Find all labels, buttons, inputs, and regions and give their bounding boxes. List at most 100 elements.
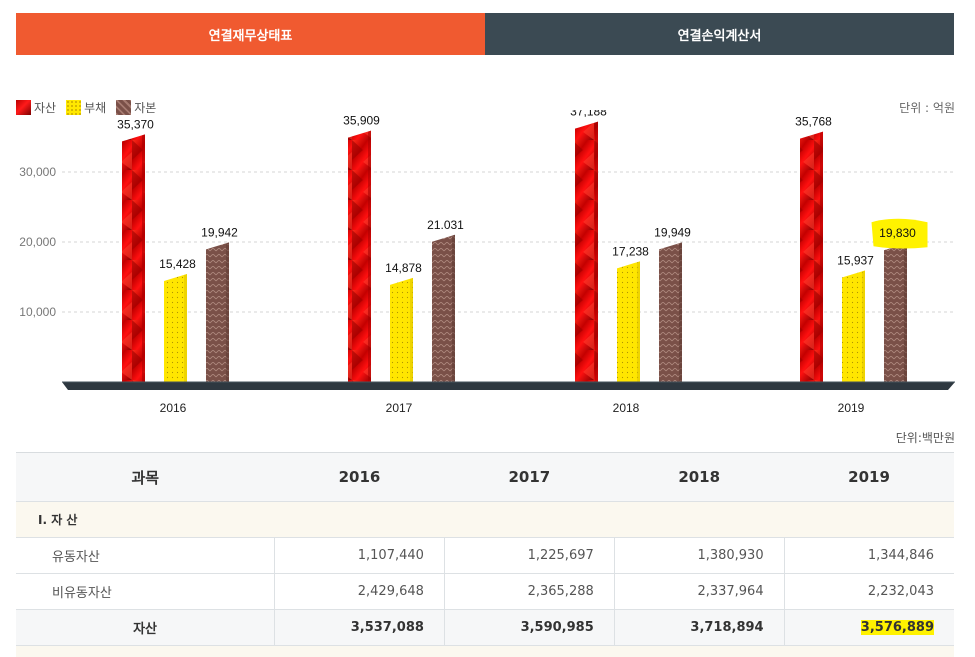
table-row: 유동자산 1,107,440 1,225,697 1,380,930 1,344… (16, 537, 954, 574)
asset-bar-face (348, 130, 371, 382)
balance-table: 과목 2016 2017 2018 2019 Ⅰ. 자 산 유동자산 1,107… (16, 452, 954, 646)
header-account: 과목 (16, 452, 275, 502)
cell-value: 2,365,288 (443, 573, 615, 610)
total-value: 3,576,889 (783, 609, 954, 646)
liability-swatch (66, 100, 82, 115)
data-label: 35,768 (795, 115, 832, 129)
asset-bar-face (800, 131, 823, 382)
equity-bar-edge (452, 234, 455, 382)
x-axis-base (62, 382, 955, 390)
y-tick-label: 30,000 (19, 165, 56, 179)
asset-bar (575, 121, 598, 383)
x-tick-label: 2017 (386, 401, 413, 415)
tab-income-statement[interactable]: 연결손익계산서 (485, 13, 954, 55)
asset-bar-face (575, 121, 598, 383)
liability-bar-face (164, 274, 187, 382)
row-label: 비유동자산 (16, 573, 275, 610)
chart-legend: 자산 부채 자본 (16, 99, 156, 116)
total-value: 3,590,985 (443, 609, 615, 646)
asset-bar-edge (595, 121, 598, 383)
legend-label-equity: 자본 (134, 101, 157, 115)
asset-bar-face (122, 134, 145, 382)
equity-bar (206, 242, 229, 382)
cell-value: 1,107,440 (274, 537, 445, 574)
row-label: 유동자산 (16, 537, 275, 574)
legend-item-liability: 부채 (66, 99, 106, 116)
y-tick-label: 10,000 (19, 305, 56, 319)
liability-bar (164, 274, 187, 382)
equity-bar-edge (904, 243, 907, 382)
liability-bar-face (842, 270, 865, 382)
table-unit: 단위:백만원 (895, 431, 955, 445)
highlighted-total: 3,576,889 (860, 620, 934, 635)
equity-bar-edge (226, 242, 229, 382)
section-row: Ⅰ. 자 산 (16, 501, 954, 538)
equity-bar-edge (679, 242, 682, 382)
tab-balance-sheet[interactable]: 연결재무상태표 (16, 13, 485, 55)
cell-value: 1,380,930 (613, 537, 785, 574)
header-year-2017: 2017 (444, 452, 615, 502)
data-label: 19,949 (654, 225, 691, 239)
asset-swatch (16, 100, 31, 115)
data-label: 19,830 (879, 226, 916, 240)
cell-value: 2,232,043 (783, 573, 954, 610)
highlight-mark (871, 218, 928, 249)
table-row: 비유동자산 2,429,648 2,365,288 2,337,964 2,23… (16, 573, 954, 610)
cell-value: 1,344,846 (783, 537, 954, 574)
data-label: 21.031 (427, 218, 464, 232)
equity-bar (884, 243, 907, 382)
liability-bar-edge (862, 270, 865, 382)
data-label: 15,428 (159, 257, 196, 271)
equity-bar-face (659, 242, 682, 382)
asset-bar (122, 134, 145, 382)
legend-item-equity: 자본 (116, 99, 156, 116)
liability-bar (842, 270, 865, 382)
section-assets: Ⅰ. 자 산 (16, 501, 954, 538)
y-tick-label: 20,000 (19, 235, 56, 249)
liability-bar-edge (637, 261, 640, 382)
liability-bar-edge (184, 274, 187, 382)
legend-item-asset: 자산 (16, 99, 56, 116)
legend-label-asset: 자산 (34, 101, 57, 115)
cell-value: 2,429,648 (274, 573, 445, 610)
equity-bar-face (884, 243, 907, 382)
equity-swatch (116, 100, 132, 115)
cell-value: 1,225,697 (443, 537, 615, 574)
equity-bar-face (206, 242, 229, 382)
asset-bar-edge (820, 131, 823, 382)
liability-bar (617, 261, 640, 382)
x-tick-label: 2016 (160, 401, 187, 415)
total-row: 자산 3,537,088 3,590,985 3,718,894 3,576,8… (16, 609, 954, 646)
total-value: 3,718,894 (613, 609, 785, 646)
liability-bar-edge (410, 277, 413, 382)
data-label: 37,188 (570, 110, 607, 119)
liability-bar-face (617, 261, 640, 382)
total-label: 자산 (16, 609, 275, 646)
equity-bar (432, 234, 455, 382)
balance-chart: 10,000 20,000 30,000 35,370 15,428 19,942 35,… (19, 110, 955, 415)
liability-bar-face (390, 277, 413, 382)
table-header-row: 과목 2016 2017 2018 2019 (16, 452, 954, 502)
asset-bar-edge (368, 130, 371, 382)
data-label: 15,937 (837, 253, 874, 267)
equity-bar (659, 242, 682, 382)
statement-tabs: 연결재무상태표 연결손익계산서 (16, 13, 954, 55)
data-label: 35,909 (343, 114, 380, 128)
asset-bar-edge (142, 134, 145, 382)
liability-bar (390, 277, 413, 382)
total-value: 3,537,088 (274, 609, 445, 646)
x-tick-label: 2018 (613, 401, 640, 415)
data-label: 19,942 (201, 225, 238, 239)
asset-bar (800, 131, 823, 382)
chart-unit: 단위 : 억원 (899, 101, 955, 115)
next-section-row (16, 646, 954, 657)
data-label: 17,238 (612, 244, 649, 258)
equity-bar-face (432, 234, 455, 382)
data-label: 14,878 (385, 261, 422, 275)
header-year-2019: 2019 (784, 452, 954, 502)
header-year-2016: 2016 (274, 452, 445, 502)
asset-bar (348, 130, 371, 382)
cell-value: 2,337,964 (613, 573, 785, 610)
legend-label-liability: 부채 (84, 101, 107, 115)
x-tick-label: 2019 (838, 401, 865, 415)
